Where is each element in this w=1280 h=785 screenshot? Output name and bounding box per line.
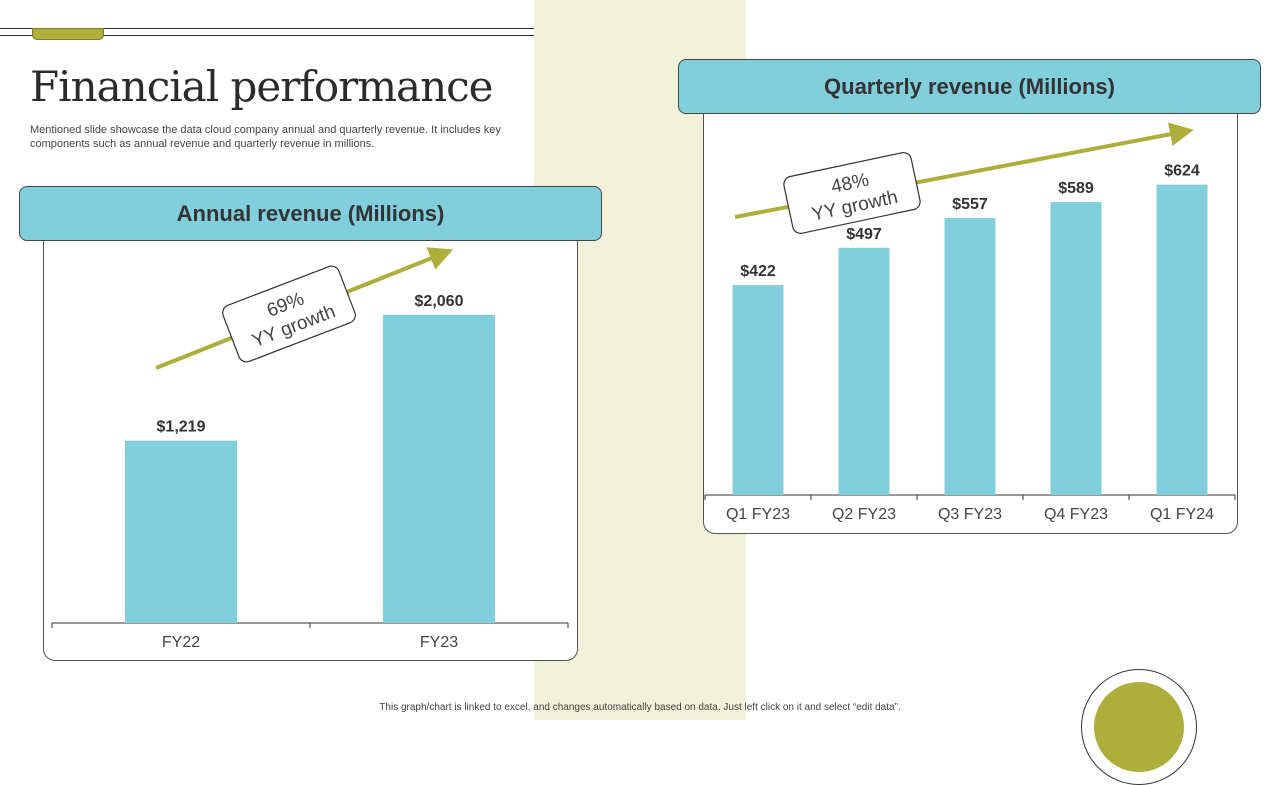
quarterly-chart-header: Quarterly revenue (Millions): [678, 59, 1261, 114]
annual-bar[interactable]: [383, 314, 495, 623]
quarterly-chart-panel: 48% YY growth $422 Q1 FY23 $497 Q2 FY23 $557…: [703, 88, 1238, 534]
page-subtitle: Mentioned slide showcase the data cloud …: [30, 124, 501, 150]
quarterly-data-label: $624: [1164, 163, 1200, 180]
annual-bar[interactable]: [125, 440, 237, 623]
quarterly-category-label: Q1 FY24: [1150, 506, 1214, 523]
quarterly-bar[interactable]: [1050, 202, 1102, 495]
quarterly-category-label: Q3 FY23: [938, 506, 1002, 523]
decorative-circle-fill: [1094, 682, 1184, 772]
quarterly-category-label: Q1 FY23: [726, 506, 790, 523]
header-rule: [0, 28, 534, 36]
header-tab-accent: [32, 28, 104, 40]
annual-data-label: $2,060: [415, 293, 464, 310]
quarterly-bar[interactable]: [1156, 184, 1208, 495]
quarterly-growth-callout: 48% YY growth: [783, 152, 921, 234]
annual-chart-header: Annual revenue (Millions): [19, 186, 602, 241]
quarterly-category-label: Q2 FY23: [832, 506, 896, 523]
annual-category-label: FY22: [162, 634, 200, 651]
quarterly-category-label: Q4 FY23: [1044, 506, 1108, 523]
quarterly-data-label: $557: [952, 196, 988, 213]
quarterly-bar[interactable]: [732, 285, 784, 495]
quarterly-data-label: $497: [846, 226, 882, 243]
annual-category-label: FY23: [420, 634, 458, 651]
annual-data-label: $1,219: [157, 419, 206, 436]
annual-bar-chart[interactable]: 69% YY growth $1,219 FY22 $2,060 FY23: [44, 209, 579, 662]
quarterly-bar-chart[interactable]: 48% YY growth $422 Q1 FY23 $497 Q2 FY23 $557…: [704, 89, 1239, 535]
quarterly-data-label: $422: [740, 263, 776, 280]
quarterly-bar[interactable]: [838, 247, 890, 495]
quarterly-bar[interactable]: [944, 217, 996, 495]
quarterly-data-label: $589: [1058, 180, 1094, 197]
annual-chart-panel: 69% YY growth $1,219 FY22 $2,060 FY23: [43, 208, 578, 661]
page-title: Financial performance: [30, 62, 494, 111]
footnote: This graph/chart is linked to excel, and…: [379, 702, 901, 713]
annual-growth-callout: 69% YY growth: [222, 265, 356, 363]
